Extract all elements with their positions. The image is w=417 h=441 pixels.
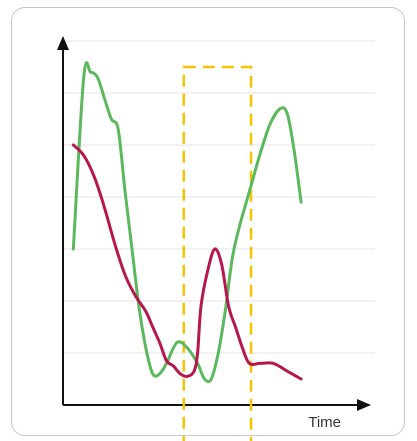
series-line-green [71,61,303,384]
grid-lines [64,40,375,354]
x-axis-arrow-icon [357,399,371,411]
annotations [182,65,253,441]
axes [57,36,371,411]
x-axis-label: Time [308,414,341,431]
series-line-crimson [71,143,303,381]
highlight-region [182,65,253,441]
series [71,61,303,384]
y-axis-arrow-icon [57,36,69,50]
chart-card [11,7,405,436]
